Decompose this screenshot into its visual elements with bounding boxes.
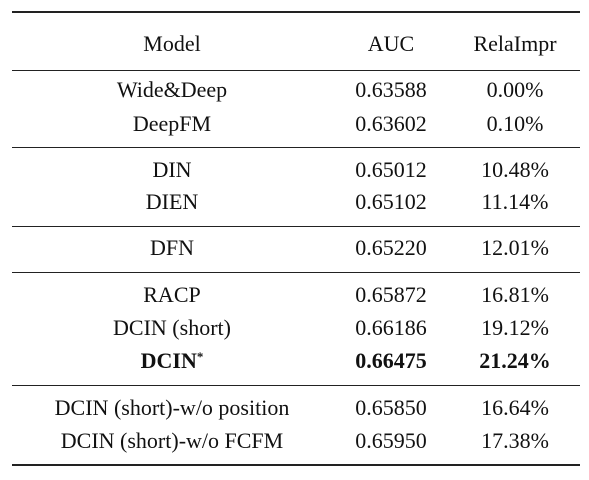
cell: 0.65850 <box>355 395 427 420</box>
cell: 0.65872 <box>355 282 427 307</box>
header-cell: RelaImpr <box>473 31 557 56</box>
cell: Wide&Deep <box>116 77 228 102</box>
cell: 0.63602 <box>355 111 427 136</box>
header-cell: AUC <box>367 31 415 56</box>
rule <box>12 11 580 13</box>
cell: 16.64% <box>481 395 549 420</box>
cell: DCIN (short) <box>113 315 231 340</box>
cell: 10.48% <box>481 157 549 182</box>
cell: 0.65950 <box>355 428 427 453</box>
cell: DCIN* <box>140 348 204 373</box>
rule <box>12 147 580 148</box>
rule <box>12 272 580 273</box>
rule <box>12 226 580 227</box>
cell: 0.65012 <box>355 157 427 182</box>
cell: 0.66186 <box>355 315 427 340</box>
rule <box>12 70 580 71</box>
cell: 19.12% <box>481 315 549 340</box>
cell: DCIN (short)-w/o position <box>54 395 290 420</box>
cell: 0.65220 <box>355 235 427 260</box>
cell: 16.81% <box>481 282 549 307</box>
cell: RACP <box>143 282 201 307</box>
cell: 0.10% <box>486 111 544 136</box>
cell: 0.66475 <box>355 348 427 373</box>
header-cell: Model <box>143 31 201 56</box>
cell: 0.00% <box>486 77 544 102</box>
cell: 12.01% <box>481 235 549 260</box>
cell: DIN <box>152 157 192 182</box>
cell: 21.24% <box>479 348 551 373</box>
rule <box>12 464 580 466</box>
footnote-mark: * <box>196 349 204 364</box>
cell: DFN <box>149 235 195 260</box>
cell: DCIN (short)-w/o FCFM <box>60 428 284 453</box>
cell: 11.14% <box>481 189 549 214</box>
cell: 0.63588 <box>355 77 427 102</box>
cell: 0.65102 <box>355 189 427 214</box>
cell: DeepFM <box>132 111 212 136</box>
rule <box>12 385 580 386</box>
cell: DIEN <box>145 189 199 214</box>
cell: 17.38% <box>481 428 549 453</box>
